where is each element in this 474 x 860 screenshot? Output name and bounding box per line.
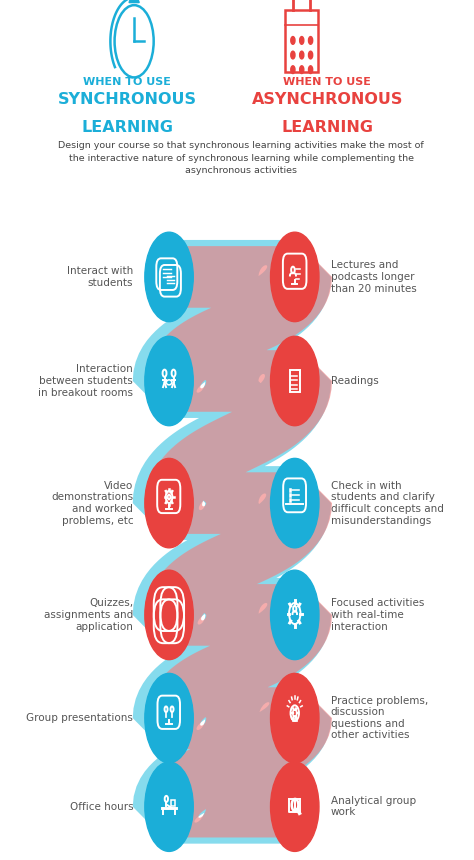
Circle shape — [309, 37, 313, 45]
Text: Video
demonstrations
and worked
problems, etc: Video demonstrations and worked problems… — [51, 481, 133, 525]
Polygon shape — [133, 240, 331, 844]
Text: Interact with
students: Interact with students — [67, 266, 133, 288]
Text: ASYNCHRONOUS: ASYNCHRONOUS — [252, 92, 403, 107]
Circle shape — [145, 232, 193, 322]
Circle shape — [271, 458, 319, 548]
Polygon shape — [129, 0, 139, 3]
Text: Lectures and
podcasts longer
than 20 minutes: Lectures and podcasts longer than 20 min… — [330, 261, 416, 293]
Text: Practice problems,
discussion
questions and
other activities: Practice problems, discussion questions … — [330, 696, 428, 740]
Text: LEARNING: LEARNING — [282, 120, 374, 135]
Circle shape — [271, 762, 319, 851]
Text: Office hours: Office hours — [70, 802, 133, 812]
Circle shape — [300, 52, 304, 59]
Text: Group presentations: Group presentations — [27, 713, 133, 723]
Circle shape — [300, 37, 304, 45]
Text: Interaction
between students
in breakout rooms: Interaction between students in breakout… — [38, 365, 133, 397]
Polygon shape — [146, 246, 332, 838]
Text: WHEN TO USE: WHEN TO USE — [283, 77, 371, 88]
Text: Focused activities
with real-time
interaction: Focused activities with real-time intera… — [330, 599, 424, 631]
Circle shape — [145, 673, 193, 763]
Circle shape — [271, 232, 319, 322]
Circle shape — [300, 66, 304, 74]
Circle shape — [271, 336, 319, 426]
Circle shape — [291, 52, 295, 59]
Circle shape — [145, 336, 193, 426]
Text: SYNCHRONOUS: SYNCHRONOUS — [58, 92, 197, 107]
Circle shape — [291, 66, 295, 74]
Circle shape — [309, 52, 313, 59]
Circle shape — [291, 37, 295, 45]
Circle shape — [271, 673, 319, 763]
Circle shape — [271, 570, 319, 660]
Circle shape — [309, 66, 313, 74]
Text: Design your course so that synchronous learning activities make the most of
the : Design your course so that synchronous l… — [58, 141, 424, 175]
Text: Readings: Readings — [330, 376, 378, 386]
Text: LEARNING: LEARNING — [81, 120, 173, 135]
Text: Analytical group
work: Analytical group work — [330, 796, 416, 818]
Circle shape — [145, 762, 193, 851]
Text: Quizzes,
assignments and
application: Quizzes, assignments and application — [44, 599, 133, 631]
Text: WHEN TO USE: WHEN TO USE — [83, 77, 171, 88]
Circle shape — [145, 570, 193, 660]
Circle shape — [145, 458, 193, 548]
Text: Check in with
students and clarify
difficult concepts and
misunderstandings: Check in with students and clarify diffi… — [330, 481, 444, 525]
